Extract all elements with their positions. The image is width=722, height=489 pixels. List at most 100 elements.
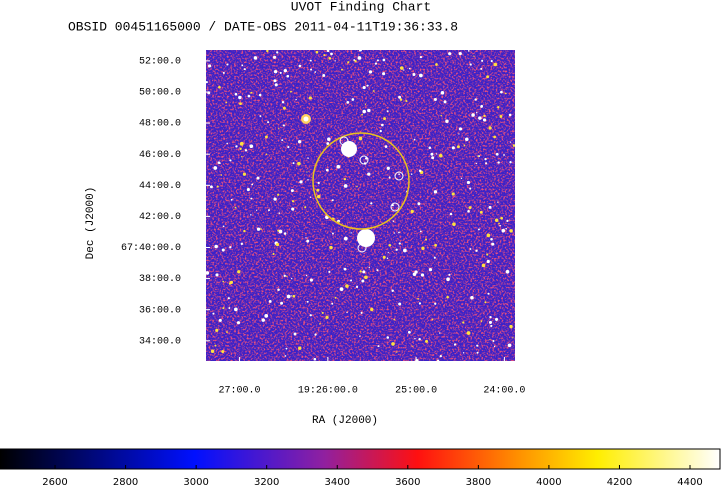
star — [226, 142, 228, 145]
star — [458, 127, 463, 131]
star — [314, 333, 317, 336]
star — [359, 270, 362, 273]
star — [364, 275, 368, 280]
star — [466, 180, 471, 185]
star — [439, 332, 441, 334]
star — [501, 228, 506, 233]
star — [499, 115, 503, 118]
star — [329, 245, 333, 250]
star — [500, 216, 504, 220]
star — [509, 324, 513, 329]
bright-source — [341, 141, 357, 157]
star — [334, 60, 336, 62]
star — [286, 294, 291, 299]
star — [497, 161, 500, 164]
star — [481, 263, 486, 268]
star — [325, 315, 329, 320]
star — [221, 349, 225, 354]
star — [220, 174, 223, 176]
star — [265, 153, 268, 155]
star — [259, 115, 262, 118]
star — [434, 243, 437, 247]
star — [368, 266, 370, 269]
star — [239, 141, 244, 146]
star — [310, 68, 313, 71]
star — [420, 273, 425, 277]
star — [286, 275, 288, 277]
star — [277, 229, 280, 232]
star — [462, 321, 465, 324]
star — [297, 161, 301, 166]
star — [330, 52, 333, 56]
star — [482, 118, 487, 122]
star — [418, 338, 421, 341]
star — [467, 50, 470, 52]
star — [466, 331, 471, 335]
star — [282, 106, 286, 110]
star — [331, 232, 334, 235]
star — [283, 274, 286, 277]
star — [503, 154, 505, 156]
star — [339, 287, 344, 291]
star — [411, 345, 413, 347]
star — [256, 176, 260, 180]
star — [446, 295, 449, 299]
star — [222, 307, 225, 310]
x-tick-label: 24:00.0 — [483, 386, 525, 397]
star — [486, 233, 491, 238]
star — [494, 218, 499, 222]
star — [283, 68, 287, 73]
star — [246, 188, 250, 192]
star — [238, 95, 242, 100]
sky-image — [206, 50, 515, 361]
star — [346, 311, 348, 314]
star — [434, 302, 437, 305]
star — [425, 339, 429, 343]
star — [380, 123, 384, 127]
star — [467, 209, 470, 213]
star — [379, 129, 382, 133]
star — [462, 352, 465, 354]
star — [388, 243, 392, 247]
star — [260, 228, 262, 230]
star — [346, 100, 350, 104]
star — [504, 92, 507, 95]
image-noise — [206, 50, 515, 361]
star — [456, 145, 460, 149]
star — [253, 56, 258, 60]
star — [469, 248, 472, 250]
colorbar-tick-label: 3800 — [466, 477, 491, 488]
star — [485, 162, 488, 165]
colorbar-tick-label: 4400 — [677, 477, 702, 488]
star — [386, 257, 389, 260]
y-tick-label: 52:00.0 — [139, 57, 181, 68]
star — [458, 133, 460, 135]
star — [452, 222, 456, 226]
colorbar-tick-label: 2600 — [42, 477, 67, 488]
star — [221, 248, 225, 252]
star — [298, 64, 302, 68]
bright-source — [357, 229, 375, 247]
colorbar-tick-label: 2800 — [113, 477, 138, 488]
colorbar-tick-label: 3200 — [254, 477, 279, 488]
star — [214, 244, 218, 249]
star — [377, 345, 380, 348]
star — [353, 59, 356, 61]
star — [267, 121, 270, 124]
star — [395, 248, 398, 251]
star — [392, 220, 395, 222]
star — [326, 50, 330, 53]
star — [241, 156, 243, 158]
star — [267, 209, 270, 212]
y-tick-label: 48:00.0 — [139, 119, 181, 130]
star — [358, 50, 362, 52]
star — [430, 152, 434, 156]
star — [497, 106, 500, 109]
star — [417, 297, 419, 300]
star — [431, 318, 434, 321]
y-tick-label: 42:00.0 — [139, 212, 181, 223]
star — [306, 300, 309, 303]
star — [428, 267, 433, 272]
star — [313, 357, 317, 361]
star — [327, 137, 331, 141]
